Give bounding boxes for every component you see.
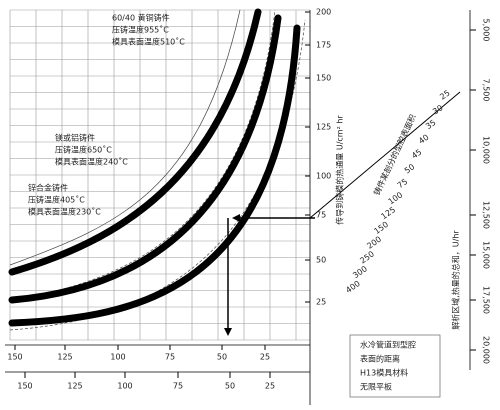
- note-box: [349, 334, 441, 398]
- flux-tick-label: 50: [316, 256, 326, 265]
- area-tick-label: 300: [351, 264, 369, 280]
- note: 无限平板: [360, 382, 392, 392]
- arrow-head: [224, 328, 232, 336]
- annotation: 锌合金铸件: [28, 183, 68, 193]
- total-tick-label: 7,500: [482, 79, 491, 102]
- total-tick-label: 10,000: [482, 136, 491, 164]
- distance-tick-label: 100: [117, 382, 132, 391]
- area-tick-label: 40: [417, 133, 431, 146]
- annotation: 压铸温度405˚C: [28, 195, 85, 205]
- diagonal-line: [309, 91, 461, 219]
- annotation: 模具表面温度510˚C: [112, 37, 185, 47]
- distance-tick-label: 125: [67, 382, 82, 391]
- flux-tick-label: 125: [316, 123, 331, 132]
- total-label: 解析区域,热量的总和，U/hr: [451, 230, 461, 330]
- curve-mg-al: [8, 14, 282, 304]
- flux-tick-label: 100: [316, 172, 331, 181]
- flux-axis-label: 传导到铸模的热通量 U/cm² hr: [335, 115, 345, 225]
- distance-tick-label: 75: [165, 353, 175, 362]
- total-tick-label: 17,500: [482, 286, 491, 314]
- area-tick-label: 25: [438, 88, 452, 101]
- area-tick-label: 50: [403, 162, 417, 175]
- distance-tick-label: 25: [260, 353, 270, 362]
- area-tick-label: 150: [372, 220, 390, 236]
- dashed-curve: [9, 19, 306, 331]
- distance-tick-label: 100: [110, 353, 125, 362]
- total-tick-label: 15,000: [482, 241, 491, 269]
- area-tick-label: 125: [380, 205, 398, 221]
- curve-brass: [8, 8, 262, 276]
- curve-zinc: [8, 24, 301, 327]
- annotation: 压铸温度955˚C: [112, 25, 169, 35]
- note: 表面的距离: [360, 354, 400, 364]
- flux-tick-label: 75: [316, 211, 326, 220]
- area-tick-label: 100: [387, 190, 405, 206]
- area-tick-label: 45: [410, 147, 424, 160]
- annotation: 模具表面温度240˚C: [55, 157, 128, 167]
- area-tick-label: 75: [396, 177, 410, 190]
- distance-tick-label: 150: [7, 353, 22, 362]
- total-tick-label: 12,500: [482, 201, 491, 229]
- flux-tick-label: 25: [316, 298, 326, 307]
- distance-tick-label: 150: [17, 382, 32, 391]
- note: 水冷管道到型腔: [360, 340, 416, 350]
- area-tick-label: 400: [344, 279, 362, 295]
- annotation: 镁或铝铸件: [55, 133, 95, 143]
- total-tick-label: 5,000: [482, 19, 491, 42]
- annotation: 60/40 黄铜铸件: [112, 13, 170, 23]
- area-tick-label: 200: [365, 235, 383, 251]
- distance-tick-label: 125: [57, 353, 72, 362]
- flux-tick-label: 200: [316, 8, 331, 17]
- thin-curve: [9, 9, 241, 266]
- distance-tick-label: 75: [173, 382, 183, 391]
- arrow-head: [232, 214, 240, 222]
- flux-tick-label: 175: [316, 41, 331, 50]
- annotation: 压铸温度650˚C: [55, 145, 112, 155]
- distance-tick-label: 25: [265, 382, 275, 391]
- flux-tick-label: 150: [316, 74, 331, 83]
- annotation: 模具表面温度230˚C: [28, 207, 101, 217]
- area-tick-label: 250: [358, 249, 376, 265]
- distance-tick-label: 50: [225, 382, 235, 391]
- note: H13模具材料: [360, 368, 408, 378]
- total-tick-label: 20,000: [482, 336, 491, 364]
- distance-tick-label: 50: [217, 353, 227, 362]
